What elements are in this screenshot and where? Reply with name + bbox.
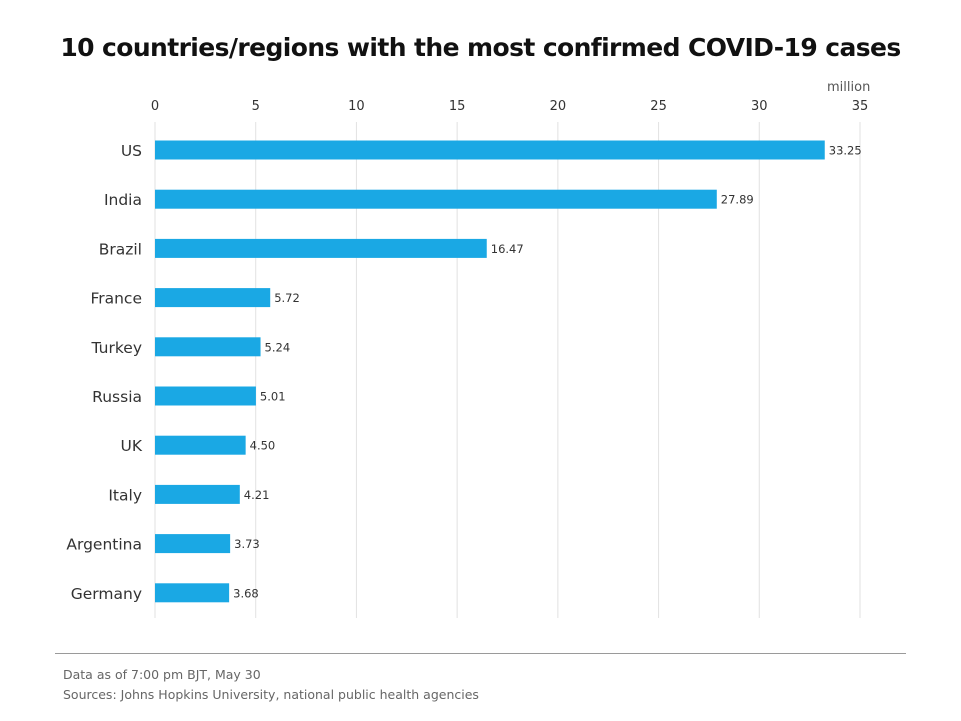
footer-divider <box>55 653 906 654</box>
bar <box>155 534 231 554</box>
category-label: UK <box>120 437 142 455</box>
x-tick-label: 5 <box>252 99 260 114</box>
data-label: 3.73 <box>234 537 260 551</box>
data-label: 27.89 <box>721 193 754 207</box>
x-tick-label: 15 <box>449 99 466 114</box>
data-label: 16.47 <box>491 242 524 256</box>
data-label: 3.68 <box>233 586 259 600</box>
bar <box>155 583 230 603</box>
x-tick-label: 0 <box>151 99 159 114</box>
bar <box>155 386 256 406</box>
category-label: Russia <box>92 388 142 406</box>
bar <box>155 288 271 308</box>
bar <box>155 435 246 455</box>
category-label: Turkey <box>91 339 142 357</box>
data-label: 4.21 <box>244 488 270 502</box>
date-note: Data as of 7:00 pm BJT, May 30 <box>63 667 261 682</box>
bar <box>155 484 240 504</box>
category-label: India <box>104 191 142 209</box>
x-tick-label: 20 <box>550 99 567 114</box>
category-label: Brazil <box>99 240 142 258</box>
category-label: France <box>90 290 142 308</box>
x-tick-label: 25 <box>650 99 667 114</box>
bar <box>155 140 825 160</box>
category-label: US <box>121 142 142 160</box>
category-label: Argentina <box>66 536 142 554</box>
bar <box>155 189 717 209</box>
x-tick-label: 35 <box>852 99 869 114</box>
category-label: Germany <box>71 585 142 603</box>
data-label: 5.72 <box>274 291 300 305</box>
x-tick-label: 10 <box>348 99 365 114</box>
data-label: 33.25 <box>829 144 862 158</box>
bar <box>155 337 261 357</box>
x-tick-label: 30 <box>751 99 768 114</box>
data-label: 5.01 <box>260 390 286 404</box>
chart-title: 10 countries/regions with the most confi… <box>60 33 901 62</box>
source-note: Sources: Johns Hopkins University, natio… <box>63 687 479 702</box>
category-label: Italy <box>108 486 142 504</box>
data-label: 5.24 <box>265 340 291 354</box>
x-axis-unit-label: million <box>827 80 871 95</box>
bar <box>155 238 487 258</box>
data-label: 4.50 <box>250 439 276 453</box>
bar-chart: 0 5 10 15 20 25 30 35 US 33.25 India 27.89 Brazil 16.… <box>66 99 869 618</box>
